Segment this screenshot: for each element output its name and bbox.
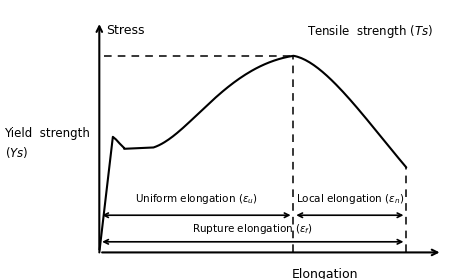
Text: Rupture elongation ($\varepsilon_f$): Rupture elongation ($\varepsilon_f$) (192, 222, 313, 237)
Text: Yield  strength
($\mathit{Ys}$): Yield strength ($\mathit{Ys}$) (5, 127, 91, 160)
Text: Local elongation ($\varepsilon_n$): Local elongation ($\varepsilon_n$) (296, 192, 404, 206)
Text: Uniform elongation ($\varepsilon_u$): Uniform elongation ($\varepsilon_u$) (135, 192, 258, 206)
Text: Stress: Stress (106, 24, 145, 37)
Text: Tensile  strength ($\mathit{Ts}$): Tensile strength ($\mathit{Ts}$) (307, 23, 433, 40)
Text: Elongation: Elongation (292, 268, 358, 279)
